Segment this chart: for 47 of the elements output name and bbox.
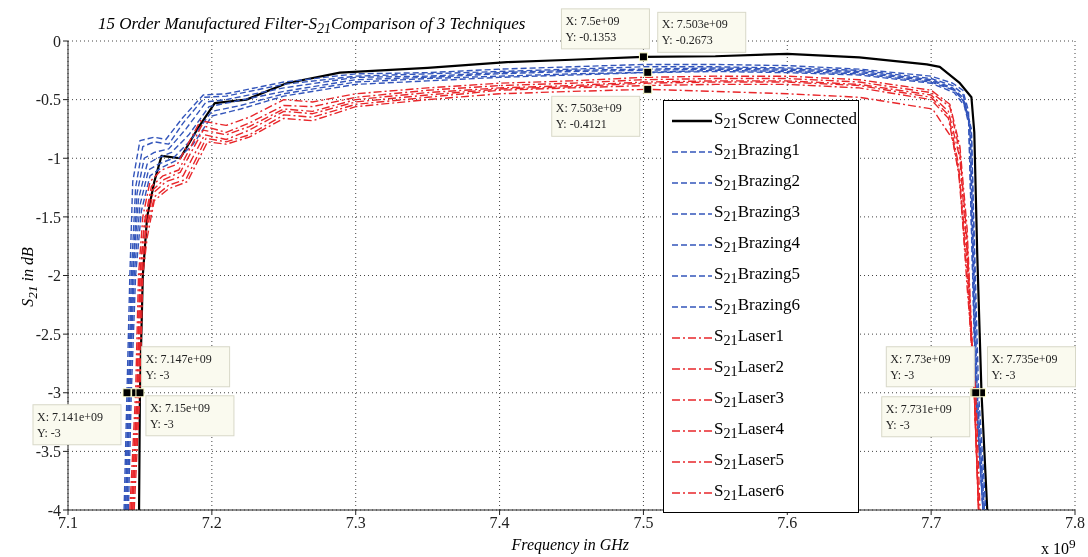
- legend-label: S$_{21}$Brazing2: [714, 170, 800, 195]
- x-tick-label: 7.2: [201, 514, 222, 532]
- legend-label: S$_{21}$Laser3: [714, 387, 784, 412]
- x-tick-label: 7.8: [1065, 514, 1085, 532]
- callout: X: 7.15e+09 Y: -3: [135, 388, 235, 437]
- annotation: X: 7.731e+09 Y: -3: [885, 401, 952, 432]
- annotation: X: 7.735e+09 Y: -3: [991, 351, 1058, 382]
- x-tick-label: 7.3: [345, 514, 366, 532]
- y-tick-label: -2: [47, 267, 61, 285]
- y-tick-label: -2.5: [35, 325, 61, 343]
- legend-label: S$_{21}$Laser5: [714, 449, 784, 474]
- legend-label: S$_{21}$Laser6: [714, 480, 784, 505]
- x-tick-label: 7.5: [633, 514, 654, 532]
- annotation: X: 7.15e+09 Y: -3: [149, 400, 211, 431]
- annotation: X: 7.141e+09 Y: -3: [36, 409, 104, 440]
- chart-title: 15 Order Manufactured Filter-S$_{21}$Comparison of 3 Techniques: [98, 14, 526, 38]
- y-tick-label: -3.5: [35, 443, 61, 461]
- legend-label: S$_{21}$Brazing4: [714, 232, 800, 257]
- callout: X: 7.147e+09 Y: -3: [131, 346, 231, 398]
- callout: X: 7.503e+09 Y: -0.4121: [551, 84, 653, 137]
- x-tick-label: 7.6: [777, 514, 798, 532]
- legend-label: S$_{21}$Brazing5: [714, 263, 800, 288]
- legend-label: S$_{21}$Brazing6: [714, 294, 800, 319]
- x-tick-label: 7.4: [489, 514, 510, 532]
- callout: X: 7.5e+09 Y: -0.1353: [560, 8, 650, 62]
- annotation: X: 7.503e+09 Y: -0.4121: [555, 101, 622, 132]
- y-tick-label: -3: [47, 384, 61, 402]
- annotation: X: 7.503e+09 Y: -0.2673: [661, 17, 728, 48]
- legend-label: S$_{21}$Screw Connected: [714, 108, 858, 133]
- x-axis-title: Frequency in GHz: [511, 536, 630, 554]
- callout: X: 7.503e+09 Y: -0.2673: [643, 11, 747, 77]
- y-tick-label: -1: [47, 149, 61, 167]
- text: x 10$^{9}$: [1041, 536, 1076, 557]
- legend-label: S$_{21}$Laser1: [714, 325, 784, 350]
- y-tick-label: -0.5: [35, 91, 61, 109]
- legend-label: S$_{21}$Laser4: [714, 418, 784, 443]
- annotation: X: 7.73e+09 Y: -3: [890, 351, 951, 382]
- annotation: X: 7.147e+09 Y: -3: [145, 351, 212, 382]
- x-tick-label: 7.7: [921, 514, 942, 532]
- callout: X: 7.731e+09 Y: -3: [881, 388, 981, 438]
- annotation: X: 7.5e+09 Y: -0.1353: [565, 13, 620, 44]
- y-tick-label: -1.5: [35, 208, 61, 226]
- legend-label: S$_{21}$Brazing3: [714, 201, 800, 226]
- legend-label: S$_{21}$Laser2: [714, 356, 784, 381]
- y-tick-label: 0: [53, 32, 61, 50]
- callout: X: 7.735e+09 Y: -3: [977, 346, 1076, 398]
- legend-label: S$_{21}$Brazing1: [714, 139, 800, 164]
